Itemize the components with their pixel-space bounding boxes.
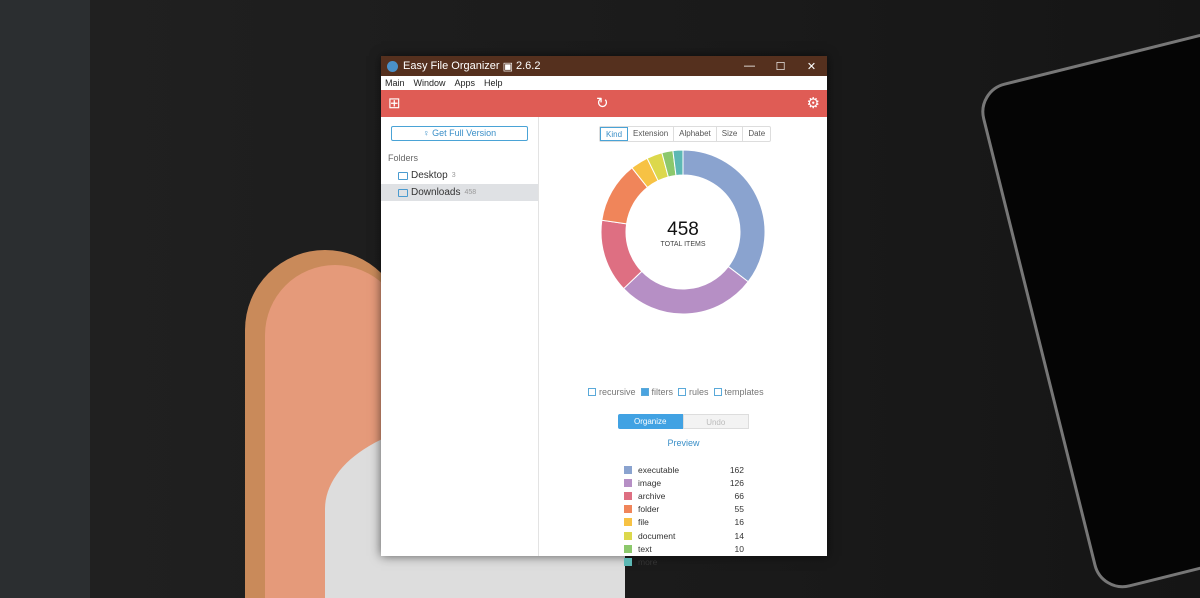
maximize-button[interactable]: ☐ xyxy=(775,60,786,73)
action-buttons: Organize Undo xyxy=(618,414,749,429)
slice-image[interactable] xyxy=(622,265,749,315)
refresh-icon[interactable]: ↻ xyxy=(596,95,609,112)
group-tabs: Kind Extension Alphabet Size Date xyxy=(599,126,772,142)
close-button[interactable]: ✕ xyxy=(806,60,817,73)
legend-value: 126 xyxy=(729,477,744,488)
legend-label: image xyxy=(638,477,662,488)
legend-value: 66 xyxy=(734,490,744,501)
legend-swatch xyxy=(624,465,632,474)
checkbox[interactable] xyxy=(588,388,596,396)
legend-label: archive xyxy=(638,490,666,501)
tab-date[interactable]: Date xyxy=(748,129,766,138)
gear-icon[interactable]: ⚙ xyxy=(806,95,820,112)
badge-icon: ▣ xyxy=(502,60,513,73)
tab-size[interactable]: Size xyxy=(717,127,744,141)
total-label: TOTAL ITEMS xyxy=(660,241,706,248)
legend-swatch xyxy=(624,531,632,540)
undo-button[interactable]: Undo xyxy=(682,414,749,429)
legend-label: more xyxy=(638,556,658,567)
option-label: filters xyxy=(651,387,674,397)
legend-label: folder xyxy=(638,504,660,515)
total-count: 458 xyxy=(667,219,699,240)
organize-button[interactable]: Organize xyxy=(618,414,683,429)
app-logo-icon xyxy=(387,60,398,72)
legend-item: image 126 xyxy=(624,476,744,489)
legend-value: 10 xyxy=(734,543,744,554)
menu-help[interactable]: Help xyxy=(484,78,503,88)
slice-executable[interactable] xyxy=(682,149,766,283)
option-recursive[interactable]: recursive xyxy=(588,387,636,397)
folder-count: 458 xyxy=(464,189,477,196)
background-felt xyxy=(0,0,90,598)
legend-item: more xyxy=(624,555,744,568)
legend-value: 16 xyxy=(734,517,744,528)
legend-item: archive 66 xyxy=(624,489,744,502)
option-label: templates xyxy=(724,387,764,397)
folder-item-desktop[interactable]: Desktop 3 xyxy=(381,167,538,184)
donut-chart xyxy=(600,149,766,315)
legend-item: executable 162 xyxy=(624,463,744,476)
minimize-button[interactable]: — xyxy=(744,59,755,72)
legend-item: document 14 xyxy=(624,529,744,542)
legend: executable 162 image 126 archive 66 folder 55 fi… xyxy=(624,463,744,569)
folder-name: Downloads xyxy=(411,187,461,198)
window-title: Easy File Organizer xyxy=(403,60,500,72)
option-templates[interactable]: templates xyxy=(713,387,764,397)
folders-label: Folders xyxy=(388,153,419,163)
legend-swatch xyxy=(624,518,632,527)
slice-more[interactable] xyxy=(672,149,684,176)
toolbar: ⊞ ↻ ⚙ xyxy=(381,90,827,117)
tab-kind[interactable]: Kind xyxy=(600,127,629,141)
folder-count: 3 xyxy=(451,172,456,179)
folder-item-downloads[interactable]: Downloads 458 xyxy=(381,184,538,201)
folder-icon xyxy=(398,171,408,180)
legend-swatch xyxy=(624,505,632,514)
tab-extension[interactable]: Extension xyxy=(628,127,675,141)
legend-label: executable xyxy=(638,464,680,475)
legend-swatch xyxy=(624,478,632,487)
checkbox[interactable] xyxy=(713,388,722,396)
legend-item: file 16 xyxy=(624,516,744,529)
app-window: Easy File Organizer ▣ 2.6.2 — ☐ ✕ Main W… xyxy=(381,56,827,567)
menu-bar: Main Window Apps Help xyxy=(381,76,827,90)
option-filters[interactable]: filters xyxy=(640,387,674,397)
window-version: 2.6.2 xyxy=(516,60,541,72)
legend-item: text 10 xyxy=(624,542,744,555)
folder-icon xyxy=(398,188,408,197)
legend-label: document xyxy=(638,530,676,541)
preview-link[interactable]: Preview xyxy=(667,438,700,448)
bulb-icon: ♀ xyxy=(422,128,433,138)
legend-swatch xyxy=(624,557,632,566)
legend-item: folder 55 xyxy=(624,503,744,516)
folder-name: Desktop xyxy=(411,170,448,181)
tab-alphabet[interactable]: Alphabet xyxy=(674,127,717,141)
checkbox[interactable] xyxy=(640,388,649,396)
legend-label: file xyxy=(638,517,649,528)
legend-swatch xyxy=(624,544,632,553)
get-full-version-label: Get Full Version xyxy=(432,128,497,138)
legend-swatch xyxy=(624,491,632,500)
get-full-version-button[interactable]: ♀ Get Full Version xyxy=(391,126,528,141)
sidebar: ♀ Get Full Version Folders Desktop 3 Down… xyxy=(381,117,539,556)
legend-label: text xyxy=(638,543,652,554)
legend-value: 14 xyxy=(734,530,744,541)
menu-main[interactable]: Main xyxy=(385,78,405,88)
legend-value: 55 xyxy=(734,504,744,515)
option-label: recursive xyxy=(599,387,636,397)
add-folder-icon[interactable]: ⊞ xyxy=(388,95,401,112)
option-label: rules xyxy=(689,387,709,397)
checkbox[interactable] xyxy=(678,388,687,396)
title-bar: Easy File Organizer ▣ 2.6.2 — ☐ ✕ xyxy=(381,56,827,76)
main-panel: Kind Extension Alphabet Size Date 458 TO… xyxy=(539,117,827,567)
legend-value: 162 xyxy=(729,464,744,475)
options: recursive filters rules templates xyxy=(588,387,764,397)
menu-window[interactable]: Window xyxy=(413,78,446,88)
option-rules[interactable]: rules xyxy=(678,387,709,397)
chart-center: 458 TOTAL ITEMS xyxy=(643,219,723,248)
menu-apps[interactable]: Apps xyxy=(454,78,476,88)
